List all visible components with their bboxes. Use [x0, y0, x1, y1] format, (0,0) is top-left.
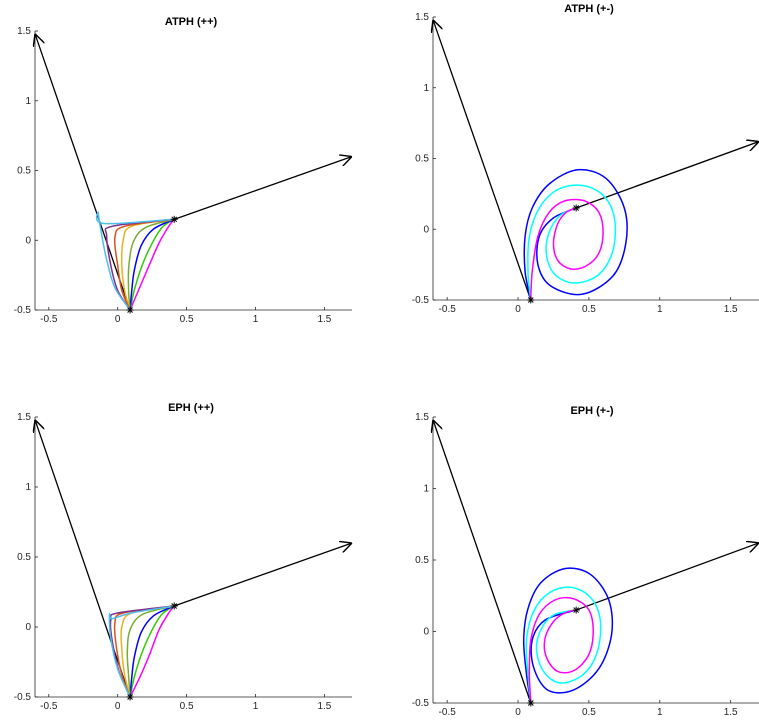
series-curve: [129, 218, 175, 311]
series-curve: [113, 218, 175, 311]
y-tick-label: 1.5: [17, 26, 31, 37]
y-tick-label: 1: [423, 484, 429, 495]
x-tick-label: 1.5: [724, 707, 738, 718]
y-tick-label: -0.5: [14, 305, 32, 316]
x-tick-label: 1: [253, 701, 259, 712]
x-tick-label: 0.5: [180, 701, 194, 712]
series-curve: [525, 586, 602, 704]
x-tick-label: 1: [657, 707, 663, 718]
x-tick-label: 0: [115, 701, 121, 712]
y-tick-label: 1.5: [415, 412, 429, 423]
y-tick-label: 1.5: [415, 12, 429, 23]
vector-arrow: [575, 142, 759, 209]
y-tick-label: 0.5: [415, 555, 429, 566]
y-tick-label: 0: [25, 235, 31, 246]
point-marker: [527, 699, 535, 707]
x-tick-label: 1.5: [317, 314, 331, 325]
series-curve: [129, 218, 175, 311]
y-tick-label: 1: [423, 83, 429, 94]
y-tick-label: 0: [423, 627, 429, 638]
x-tick-label: 0: [515, 707, 521, 718]
point-marker: [126, 306, 134, 314]
y-tick-label: 0.5: [17, 552, 31, 563]
point-marker: [126, 693, 134, 701]
x-tick-label: 1: [253, 314, 259, 325]
x-tick-label: 1.5: [724, 304, 738, 315]
x-tick-label: 0: [515, 304, 521, 315]
vector-arrow: [575, 543, 759, 611]
x-tick-label: 0.5: [180, 314, 194, 325]
x-tick-label: 0.5: [582, 707, 596, 718]
series-curve: [528, 596, 594, 704]
vector-arrow: [35, 420, 131, 698]
point-marker: [170, 215, 178, 223]
series-curve: [527, 184, 617, 301]
series-curve: [120, 218, 175, 311]
series-curve: [126, 605, 175, 698]
series-curve: [129, 218, 175, 311]
series-curve: [127, 218, 175, 311]
series-curve: [522, 567, 614, 704]
series-curve: [129, 605, 175, 698]
y-tick-label: 1.5: [17, 412, 31, 423]
y-tick-label: -0.5: [14, 692, 32, 703]
vector-arrow: [433, 20, 532, 301]
y-tick-label: 0.5: [17, 166, 31, 177]
y-tick-label: 1: [25, 482, 31, 493]
vector-arrow: [35, 34, 131, 311]
y-tick-label: 0: [25, 622, 31, 633]
y-tick-label: -0.5: [412, 295, 430, 306]
panel-title: EPH (+-): [570, 405, 613, 417]
x-tick-label: -0.5: [40, 314, 58, 325]
series-curve: [129, 605, 175, 698]
series-curve: [104, 218, 175, 311]
point-marker: [572, 606, 580, 614]
panel-eph-pm: EPH (+-) -0.5 0 0.5 1 1.5 -0.5 0 0.5 1 1.5: [412, 405, 759, 718]
x-tick-label: 1: [657, 304, 663, 315]
panel-title: ATPH (++): [165, 16, 218, 28]
panel-title: EPH (++): [168, 402, 214, 414]
panel-atph-pp: ATPH (++) -0.5 0 0.5 1 1.5 -0.5 0 0.5 1 1.5: [14, 16, 352, 325]
y-tick-label: 0: [423, 224, 429, 235]
x-tick-label: 0.5: [582, 304, 596, 315]
x-tick-label: -0.5: [439, 707, 457, 718]
x-tick-label: -0.5: [439, 304, 457, 315]
series-curve: [530, 198, 604, 301]
series-curve: [108, 605, 175, 698]
series-curve: [95, 211, 175, 311]
point-marker: [527, 296, 535, 304]
vector-arrow: [433, 420, 532, 704]
vector-arrow: [173, 157, 352, 220]
point-marker: [170, 602, 178, 610]
panel-atph-pm: ATPH (+-) -0.5 0 0.5 1 1.5 -0.5 0 0.5 1 1.5: [412, 3, 759, 315]
y-tick-label: 0.5: [415, 154, 429, 165]
vector-arrow: [173, 543, 352, 607]
series-curve: [129, 605, 175, 698]
series-curve: [523, 168, 628, 301]
panel-title: ATPH (+-): [564, 3, 614, 15]
x-tick-label: 1.5: [317, 701, 331, 712]
y-tick-label: 1: [25, 96, 31, 107]
y-tick-label: -0.5: [412, 698, 430, 709]
x-tick-label: 0: [115, 314, 121, 325]
panel-eph-pp: EPH (++) -0.5 0 0.5 1 1.5 -0.5 0 0.5 1 1.5: [14, 402, 352, 712]
x-tick-label: -0.5: [40, 701, 58, 712]
point-marker: [572, 204, 580, 212]
